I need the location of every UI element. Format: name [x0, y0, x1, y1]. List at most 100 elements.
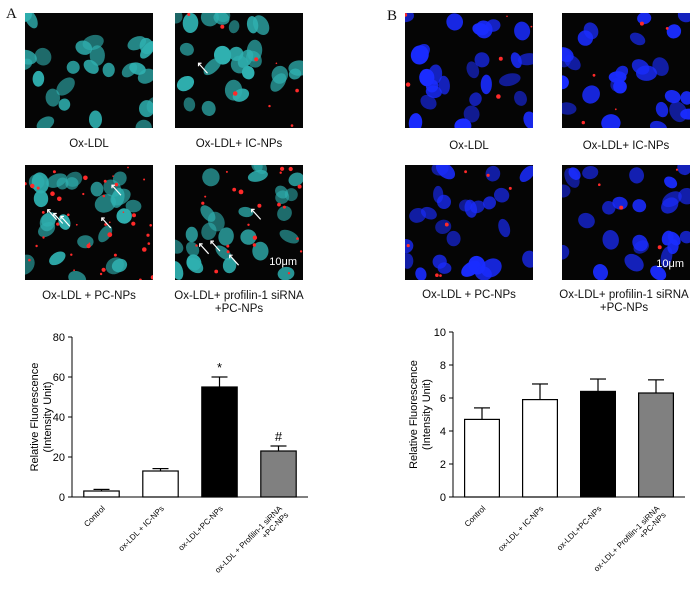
nucleus — [664, 176, 678, 189]
nanoparticle-dot — [201, 201, 205, 205]
nucleus — [420, 94, 437, 110]
nanoparticle-dot — [28, 258, 31, 262]
nanoparticle-dot — [147, 242, 151, 245]
nucleus — [125, 199, 142, 213]
nanoparticle-dot — [639, 21, 644, 26]
caption-a-sirna: Ox-LDL+ profilin-1 siRNA +PC-NPs — [174, 290, 304, 315]
arrow-marker — [199, 243, 210, 255]
nanoparticle-dot — [275, 62, 278, 65]
nucleus — [288, 60, 303, 76]
bar — [638, 392, 675, 498]
y-tick-label: 4 — [440, 426, 446, 438]
nanoparticle-dot — [122, 211, 125, 213]
y-tick-label: 20 — [53, 452, 65, 464]
nanoparticle-dot — [405, 13, 408, 17]
nanoparticle-dot — [226, 250, 230, 254]
y-tick-label: 2 — [440, 459, 446, 471]
nucleus — [25, 49, 37, 65]
nanoparticle-dot — [36, 186, 40, 190]
nucleus — [89, 45, 105, 66]
nanoparticle-dot — [132, 213, 136, 218]
nucleus — [111, 187, 125, 208]
nucleus — [466, 61, 480, 79]
nanoparticle-dot — [83, 175, 88, 181]
nucleus — [493, 187, 510, 203]
nucleus — [517, 53, 533, 66]
nucleus — [175, 239, 184, 254]
nucleus — [632, 199, 647, 213]
nanoparticle-dot — [142, 247, 147, 252]
bar — [142, 470, 179, 498]
arrow-marker — [47, 209, 58, 221]
nanoparticle-dot — [657, 245, 662, 250]
nucleus — [438, 75, 450, 95]
nucleus — [677, 165, 690, 176]
micrograph-b-pc-nps — [405, 165, 533, 280]
nucleus — [88, 110, 103, 128]
nucleus — [562, 48, 572, 68]
nucleus — [677, 13, 690, 23]
nanoparticle-dot — [279, 171, 282, 174]
nucleus — [116, 208, 132, 224]
significance-mark: * — [217, 360, 222, 375]
nucleus — [409, 207, 426, 223]
nucleus — [562, 184, 571, 198]
caption-b-pc-nps: Ox-LDL + PC-NPs — [422, 289, 516, 301]
category-label: ox-LDL+ Profilin-1 siRNA+PC-NPs — [592, 504, 668, 580]
nanoparticle-dot — [508, 186, 512, 190]
nucleus — [65, 171, 83, 187]
nucleus — [183, 97, 196, 112]
nucleus — [650, 265, 667, 280]
caption-b-ic-nps: Ox-LDL+ IC-NPs — [582, 140, 670, 152]
y-axis-label: Relative Fluorescence(Intensity Unit) — [408, 360, 433, 469]
micrograph-b-oxldl — [405, 13, 533, 128]
nucleus — [186, 254, 202, 271]
nucleus — [127, 36, 147, 51]
nanoparticle-dot — [232, 187, 237, 192]
scale-bar-label: 10μm — [656, 258, 684, 270]
y-tick-label: 40 — [53, 412, 65, 424]
arrow-marker — [251, 208, 262, 220]
nanoparticle-dot — [41, 211, 45, 214]
nucleus — [629, 167, 645, 184]
caption-a-ic-nps: Ox-LDL+ IC-NPs — [195, 138, 283, 150]
nanoparticle-dot — [598, 183, 601, 186]
y-tick-label: 6 — [440, 393, 446, 405]
nucleus — [270, 73, 287, 92]
nucleus — [431, 165, 449, 176]
nanoparticle-dot — [204, 195, 207, 198]
y-tick-label: 60 — [53, 372, 65, 384]
category-label: Control — [463, 504, 488, 529]
category-label: ox-LDL+PC-NPs — [555, 504, 603, 552]
nucleus — [202, 168, 220, 187]
nanoparticle-dot — [99, 272, 103, 276]
nanoparticle-dot — [619, 205, 624, 210]
nanoparticle-dot — [297, 184, 302, 189]
nanoparticle-dot — [131, 221, 136, 226]
nanoparticle-dot — [486, 173, 490, 177]
y-tick-label: 0 — [59, 492, 65, 504]
nucleus — [252, 15, 270, 36]
nanoparticle-dot — [498, 56, 503, 61]
nanoparticle-dot — [149, 224, 152, 227]
nucleus — [33, 190, 49, 208]
arrow-marker — [101, 217, 112, 229]
nanoparticle-dot — [187, 13, 191, 16]
nanoparticle-dot — [506, 15, 508, 18]
nanoparticle-dot — [195, 244, 198, 247]
nanoparticle-dot — [82, 192, 85, 196]
nucleus — [58, 214, 71, 230]
nucleus — [454, 118, 472, 128]
nanoparticle-dot — [114, 182, 119, 187]
nanoparticle-dot — [406, 244, 410, 248]
nucleus — [245, 50, 262, 68]
nucleus — [405, 239, 414, 254]
nanoparticle-dot — [50, 191, 55, 196]
nanoparticle-dot — [56, 222, 60, 226]
nucleus — [56, 77, 75, 96]
nucleus — [474, 265, 492, 280]
nucleus — [483, 196, 496, 210]
nucleus — [182, 13, 199, 33]
nucleus — [523, 111, 533, 128]
nanoparticle-dot — [112, 175, 114, 177]
